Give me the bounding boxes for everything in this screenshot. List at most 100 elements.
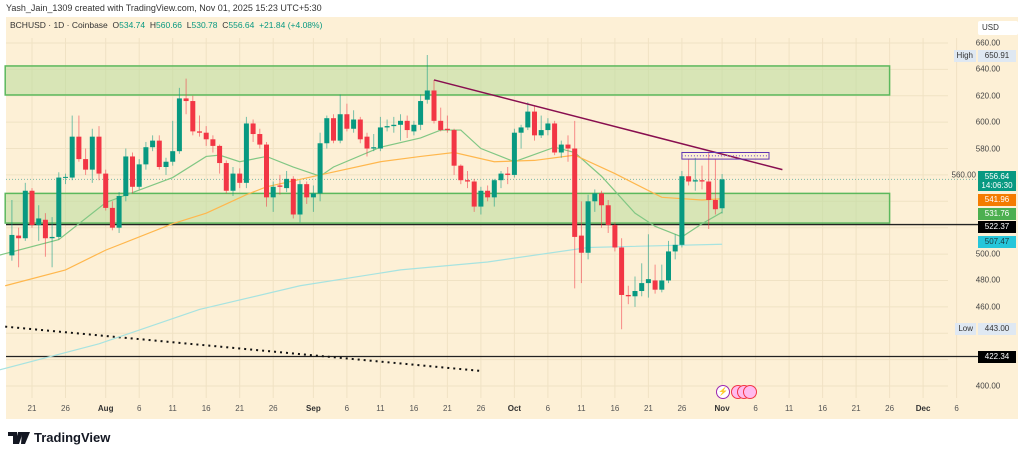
low-label: L [186,20,192,30]
descending-trendline [433,79,783,171]
candle-down [565,144,571,149]
candle-up [63,176,68,178]
price-axis-label: 620.00 [975,91,1001,101]
ma-cyan-tag: 507.47 [978,236,1016,248]
price-axis-label: 660.00 [975,38,1001,48]
time-axis-label: 21 [27,404,37,413]
candle-up [116,196,122,228]
candle-down [532,111,537,136]
candle-down [203,132,209,140]
candle-up [666,251,671,281]
candle-up [150,140,156,148]
candle-down [625,294,631,297]
candle-up [89,136,95,170]
candle-down [505,173,511,175]
last-price-tag: 556.64 14:06:30 [978,171,1016,191]
us-flag-event-icon[interactable] [743,385,757,399]
candle-up [659,280,665,290]
candle-up [478,190,484,207]
lightning-event-icon[interactable]: ⚡ [716,385,730,399]
candle-up [123,156,129,197]
price-axis-label: 500.00 [975,249,1001,259]
candle-down [277,185,283,187]
candle-down [364,136,370,149]
candle-down [103,173,109,208]
candle-down [42,219,48,239]
time-axis-label: Oct [507,404,522,413]
currency-button[interactable]: USD [978,21,1018,35]
candle-down [404,120,410,131]
time-axis-label: Nov [714,404,730,413]
high-value: 560.66 [156,20,183,30]
candle-down [605,205,611,226]
candle-up [632,291,638,297]
candle-up [592,193,598,202]
moving-average-line [5,151,723,287]
time-axis-label: 16 [409,404,419,413]
candle-up [317,143,323,194]
candle-up [22,190,28,239]
candle-down [451,130,457,166]
candle-down [257,134,263,145]
time-axis-label: Sep [306,404,321,413]
time-axis-label: 11 [168,404,177,413]
candle-down [183,98,189,102]
candle-up [525,111,531,128]
candle-down [444,128,450,131]
low-value: 530.78 [191,20,218,30]
price-axis-label: 640.00 [975,64,1001,74]
ma-orange-tag: 541.96 [978,194,1016,206]
candle-down [552,123,558,153]
chart-credit: Yash_Jain_1309 created with TradingView.… [6,3,322,13]
candle-up [645,279,651,284]
candle-up [351,119,357,129]
candle-up [585,201,591,253]
candle-up [230,173,236,191]
low-price-tag: 443.00 [978,323,1016,335]
candle-down [712,199,718,210]
candle-down [190,101,196,132]
candle-up [176,98,182,152]
moving-average-line [0,243,723,371]
price-axis-label: 460.00 [975,302,1001,312]
candle-down [686,176,692,182]
candle-down [652,280,658,290]
time-axis-label: 26 [268,404,278,413]
time-axis-label: 6 [136,404,142,413]
time-axis-label: 26 [677,404,687,413]
candle-down [29,190,35,226]
candle-down [237,173,243,183]
candle-up [679,176,685,245]
time-axis-label: 6 [954,404,959,413]
candle-down [210,139,216,146]
candle-down [465,180,470,182]
candle-down [197,131,202,133]
tradingview-logo-icon [8,431,30,444]
time-axis-label: 6 [344,404,350,413]
time-axis-label: 21 [235,404,245,413]
time-axis-label: 26 [61,404,70,413]
time-axis-label: 11 [577,404,586,413]
candle-down [130,156,135,187]
candle-down [16,235,22,239]
candle-down [357,119,363,140]
ma-green-tag: 531.76 [978,208,1016,220]
candle-up [538,130,544,136]
candle-up [136,164,142,187]
price-axis-label: 600.00 [975,117,1001,127]
time-axis-label: 6 [545,404,551,413]
candle-up [391,124,397,127]
close-label: C [222,20,229,30]
candle-up [297,184,303,215]
candle-down [572,148,578,237]
symbol-info: BCHUSD · 1D · Coinbase [10,20,108,30]
candle-down [612,225,618,248]
tradingview-logo[interactable]: TradingView [8,430,110,445]
candle-down [290,178,296,215]
candle-up [49,236,55,239]
time-axis-label: 16 [201,404,211,413]
candle-down [96,136,102,174]
brand-name: TradingView [34,430,111,445]
candle-down [156,140,162,168]
